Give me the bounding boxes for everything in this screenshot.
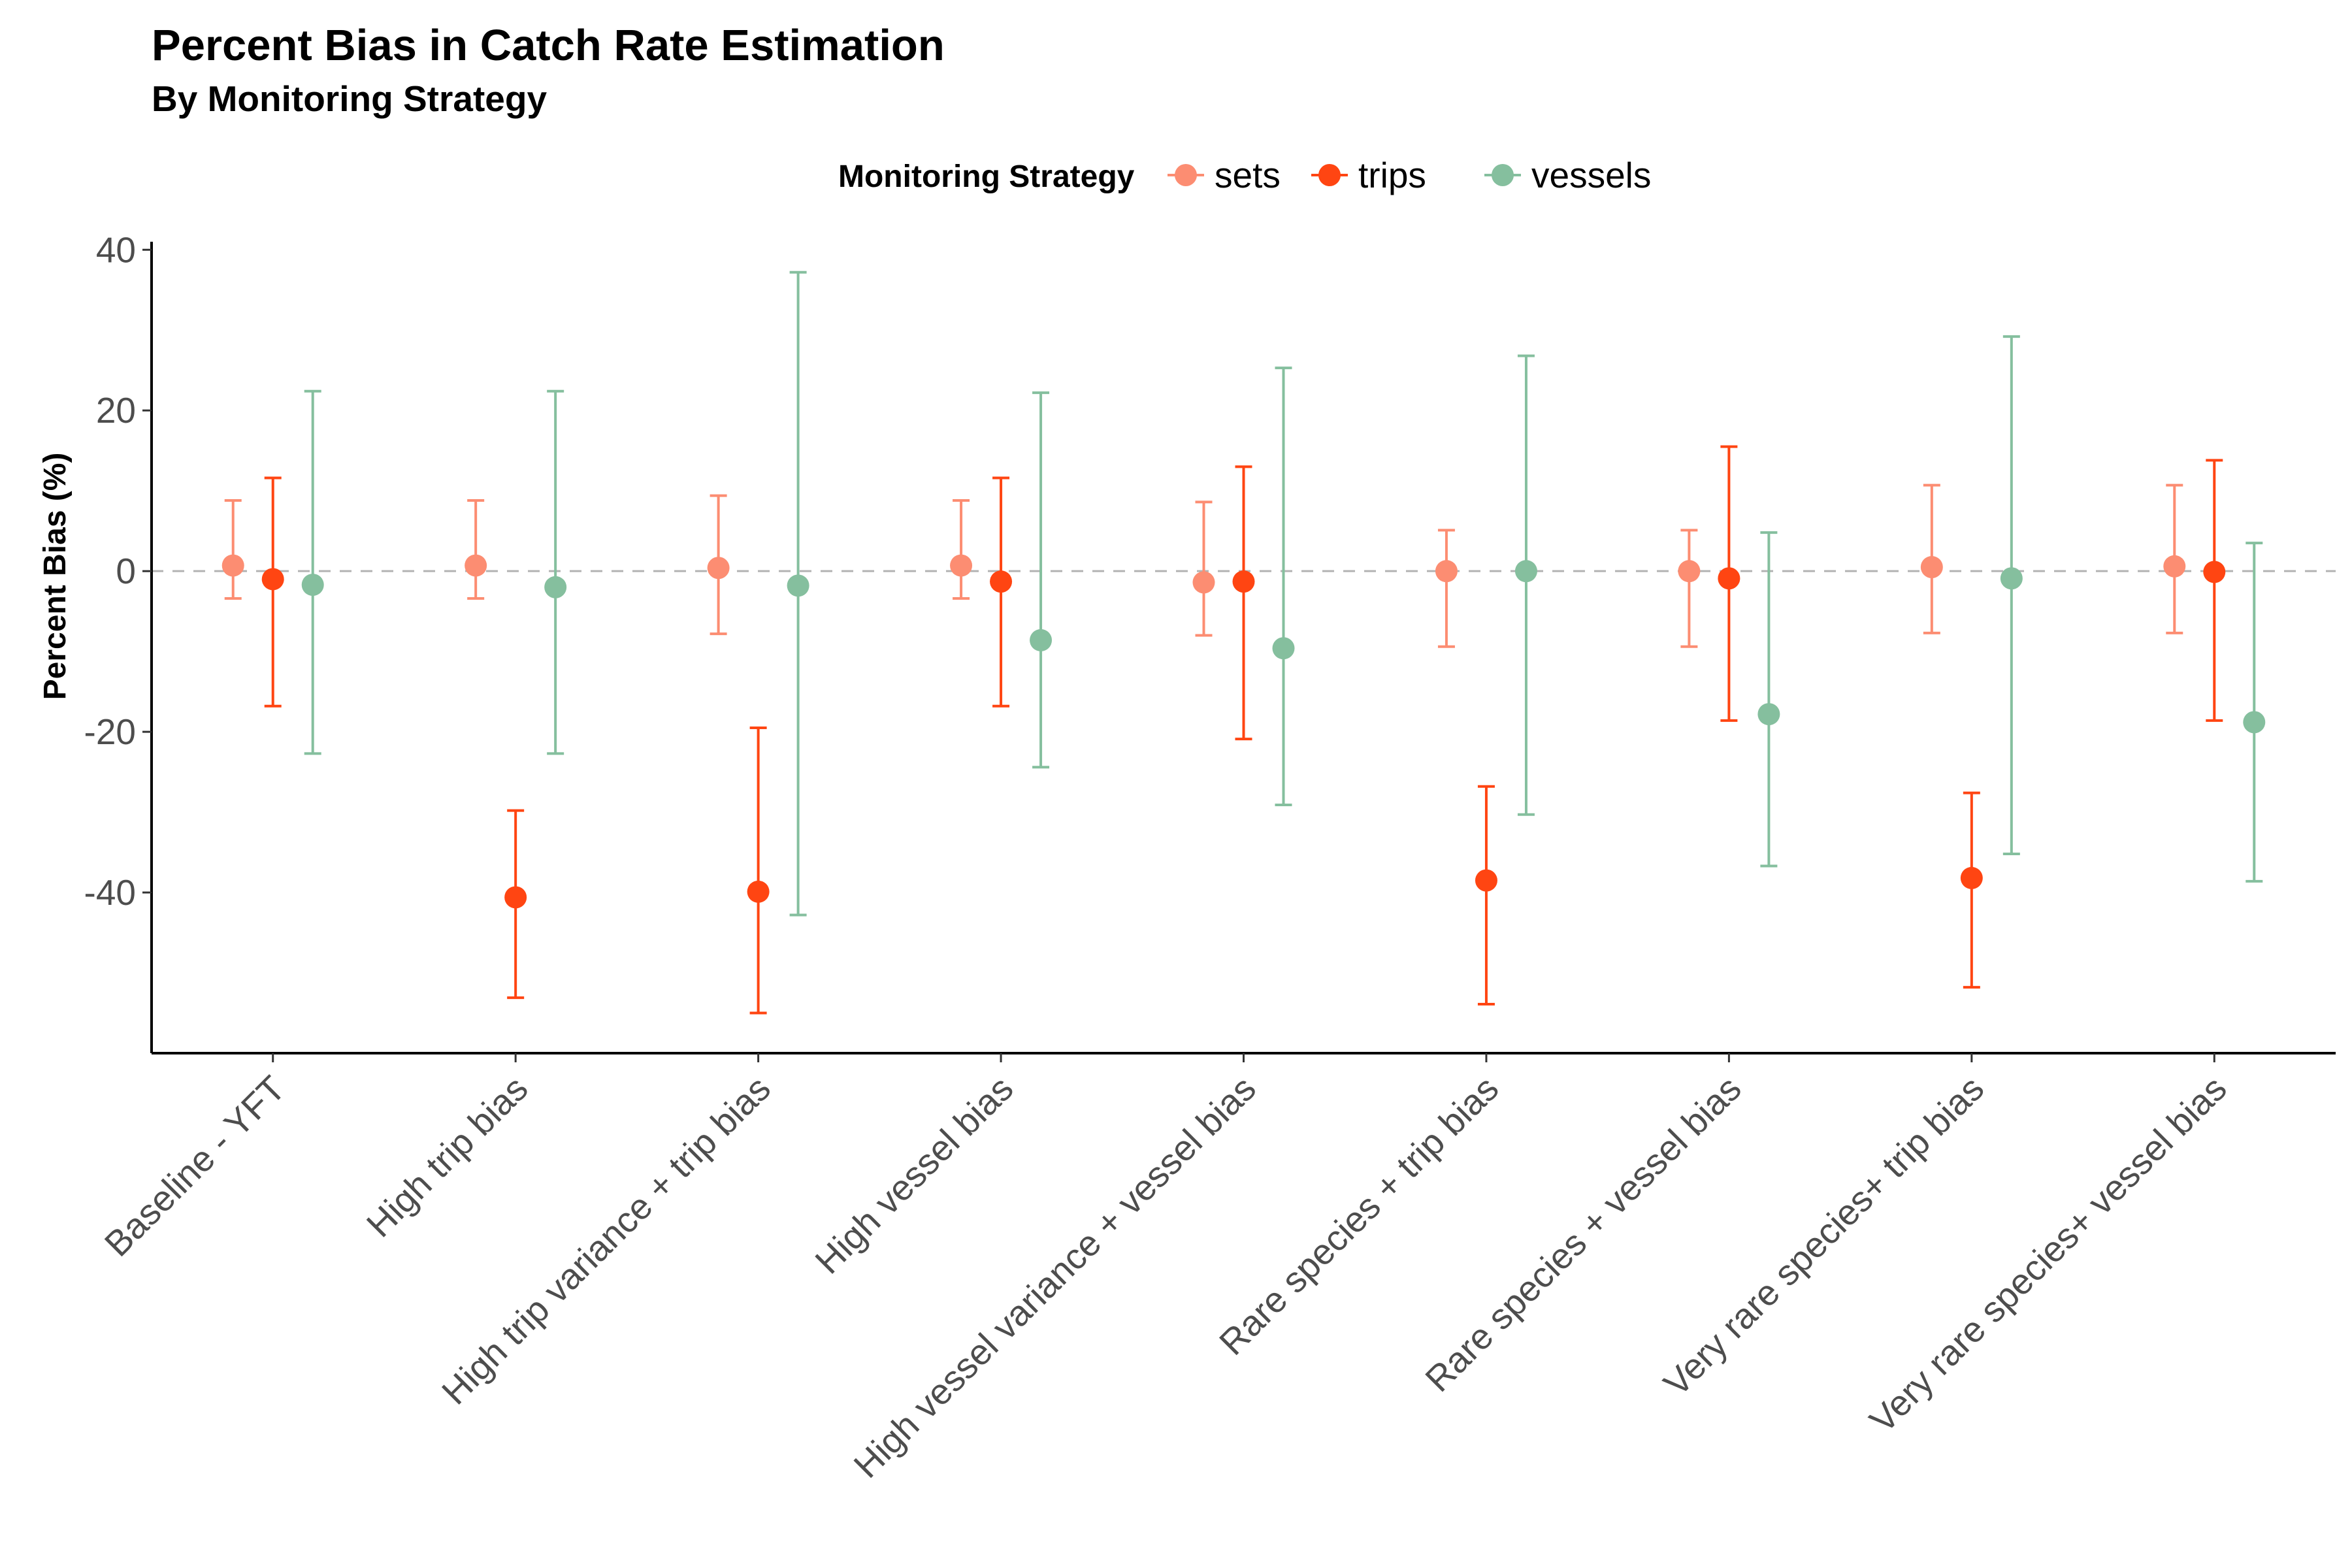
- plot-area: 40 20 0 -20 -40 Baseline - YFT High trip bias H…: [84, 229, 2336, 1486]
- data-point: [747, 880, 770, 903]
- data-point: [465, 554, 487, 577]
- y-tick-label: 20: [96, 390, 136, 431]
- y-tick-label: -40: [84, 872, 137, 913]
- data-point: [1920, 556, 1943, 579]
- data-point: [1435, 560, 1458, 583]
- data-point: [787, 574, 809, 597]
- series-sets: [221, 483, 2186, 648]
- data-point: [1960, 866, 1983, 889]
- chart-title: Percent Bias in Catch Rate Estimation: [152, 21, 945, 70]
- data-point: [1678, 560, 1701, 583]
- x-tick-label: Baseline - YFT: [97, 1068, 293, 1264]
- legend-key-point: [1175, 164, 1197, 186]
- legend: Monitoring Strategy sets trips vessels: [838, 155, 1651, 195]
- x-tick-label: High vessel variance + vessel bias: [846, 1068, 1264, 1486]
- data-point: [1757, 703, 1780, 726]
- chart-subtitle: By Monitoring Strategy: [152, 78, 547, 119]
- legend-title: Monitoring Strategy: [838, 159, 1135, 194]
- data-point: [2203, 561, 2226, 583]
- data-point: [2000, 567, 2023, 590]
- x-tick-label: High trip bias: [359, 1068, 536, 1245]
- legend-label-sets: sets: [1215, 155, 1281, 195]
- y-tick-label: 40: [96, 229, 136, 270]
- legend-key-point: [1318, 164, 1341, 186]
- x-tick-label: Rare species + trip bias: [1211, 1068, 1506, 1363]
- series-vessels: [301, 270, 2266, 917]
- data-point: [504, 886, 527, 909]
- legend-key-point: [1492, 164, 1514, 186]
- data-point: [261, 568, 284, 591]
- data-point: [707, 557, 730, 580]
- data-point: [1475, 869, 1497, 892]
- data-point: [2243, 711, 2266, 734]
- data-point: [544, 576, 567, 598]
- y-tick-label: 0: [116, 551, 136, 591]
- y-axis-title: Percent Bias (%): [38, 453, 73, 700]
- data-point: [1232, 570, 1255, 593]
- data-point: [2163, 555, 2186, 578]
- data-point: [301, 574, 324, 596]
- legend-label-vessels: vessels: [1531, 155, 1651, 195]
- x-tick-label: High vessel bias: [808, 1068, 1021, 1282]
- data-point: [1718, 567, 1740, 590]
- data-point: [990, 570, 1013, 593]
- legend-label-trips: trips: [1358, 155, 1426, 195]
- data-point: [1030, 629, 1053, 651]
- data-point: [1272, 637, 1295, 660]
- data-point: [221, 554, 244, 577]
- y-tick-label: -20: [84, 711, 137, 752]
- series-trips: [261, 445, 2226, 1015]
- data-point: [1192, 571, 1215, 594]
- data-point: [950, 554, 973, 577]
- data-point: [1514, 560, 1537, 583]
